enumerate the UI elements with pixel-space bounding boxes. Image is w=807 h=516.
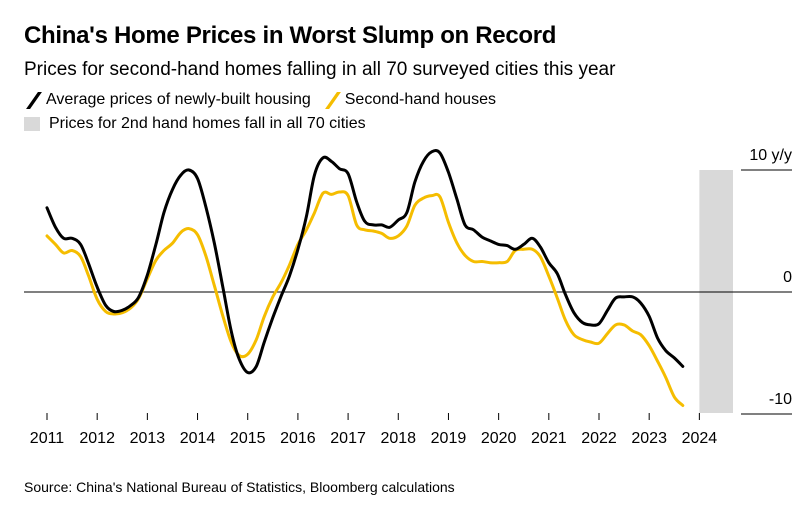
x-tick-label-2014: 2014 [180,430,216,447]
legend-row-shading: Prices for 2nd hand homes fall in all 70… [24,115,366,133]
x-tick-label-2016: 2016 [280,430,316,447]
y-tick-label-top: 10 y/y [749,147,792,164]
chart-title: China's Home Prices in Worst Slump on Re… [24,22,557,49]
y-tick-label-bottom: -10 [769,391,792,408]
x-tick-label-2011: 2011 [30,430,65,447]
x-tick-label-2017: 2017 [330,430,366,447]
x-tick-label-2023: 2023 [631,430,667,447]
x-tick-label-2015: 2015 [230,430,266,447]
chart-subtitle: Prices for second-hand homes falling in … [24,59,616,80]
x-tick-label-2013: 2013 [130,430,166,447]
legend-label-new-housing: Average prices of newly-built housing [46,91,311,108]
x-tick-label-2021: 2021 [531,430,567,447]
x-tick-label-2012: 2012 [79,430,115,447]
series-line-second-hand [45,190,685,407]
source-note: Source: China's National Bureau of Stati… [24,479,455,495]
legend-item-second-hand: Second-hand houses [323,91,496,109]
legend-gray-box-icon [24,117,40,131]
legend-item-new-housing: Average prices of newly-built housing [24,91,311,109]
legend-label-shading: Prices for 2nd hand homes fall in all 70… [49,115,366,132]
x-tick-label-2024: 2024 [682,430,718,447]
x-tick-label-2020: 2020 [481,430,517,447]
y-tick-label-zero: 0 [783,269,792,286]
legend-label-second-hand: Second-hand houses [344,91,496,108]
x-tick-label-2019: 2019 [431,430,467,447]
x-tick-label-2018: 2018 [380,430,416,447]
series-line-new-housing [45,149,685,375]
legend: Average prices of newly-built housing Se… [24,91,508,109]
x-tick-label-2022: 2022 [581,430,617,447]
